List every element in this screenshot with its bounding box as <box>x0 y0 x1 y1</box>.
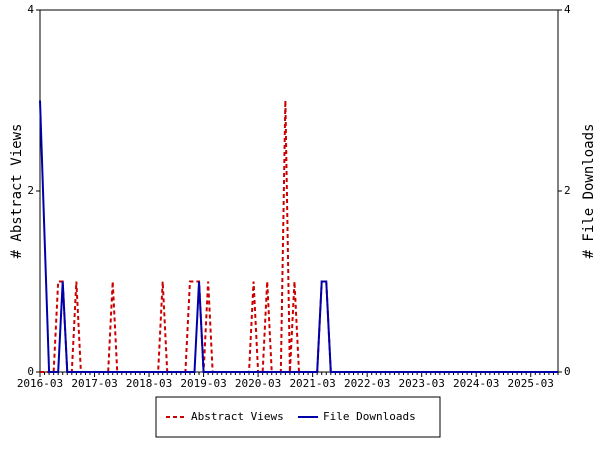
x-tick-label: 2017-03 <box>71 377 117 390</box>
x-tick-label: 2018-03 <box>126 377 172 390</box>
x-tick-label: 2022-03 <box>344 377 390 390</box>
y-tick-label: 0 <box>27 365 34 378</box>
plot-frame <box>39 9 559 373</box>
legend-label: File Downloads <box>323 410 416 423</box>
series-line <box>40 100 558 373</box>
y2-tick-label: 2 <box>564 184 571 197</box>
x-tick-label: 2019-03 <box>180 377 226 390</box>
x-tick-label: 2024-03 <box>453 377 499 390</box>
x-tick-label: 2020-03 <box>235 377 281 390</box>
x-tick-label: 2023-03 <box>399 377 445 390</box>
x-tick-label: 2021-03 <box>289 377 335 390</box>
x-tick-label: 2016-03 <box>17 377 63 390</box>
y-tick-label: 4 <box>27 3 34 16</box>
y2-tick-label: 4 <box>564 3 571 16</box>
x-tick-label: 2025-03 <box>508 377 554 390</box>
y2-axis-title: # File Downloads <box>581 124 597 259</box>
series-line <box>39 100 558 373</box>
legend-label: Abstract Views <box>191 410 284 423</box>
y-axis-title: # Abstract Views <box>9 124 25 259</box>
y2-tick-label: 0 <box>564 365 571 378</box>
y-tick-label: 2 <box>27 184 34 197</box>
